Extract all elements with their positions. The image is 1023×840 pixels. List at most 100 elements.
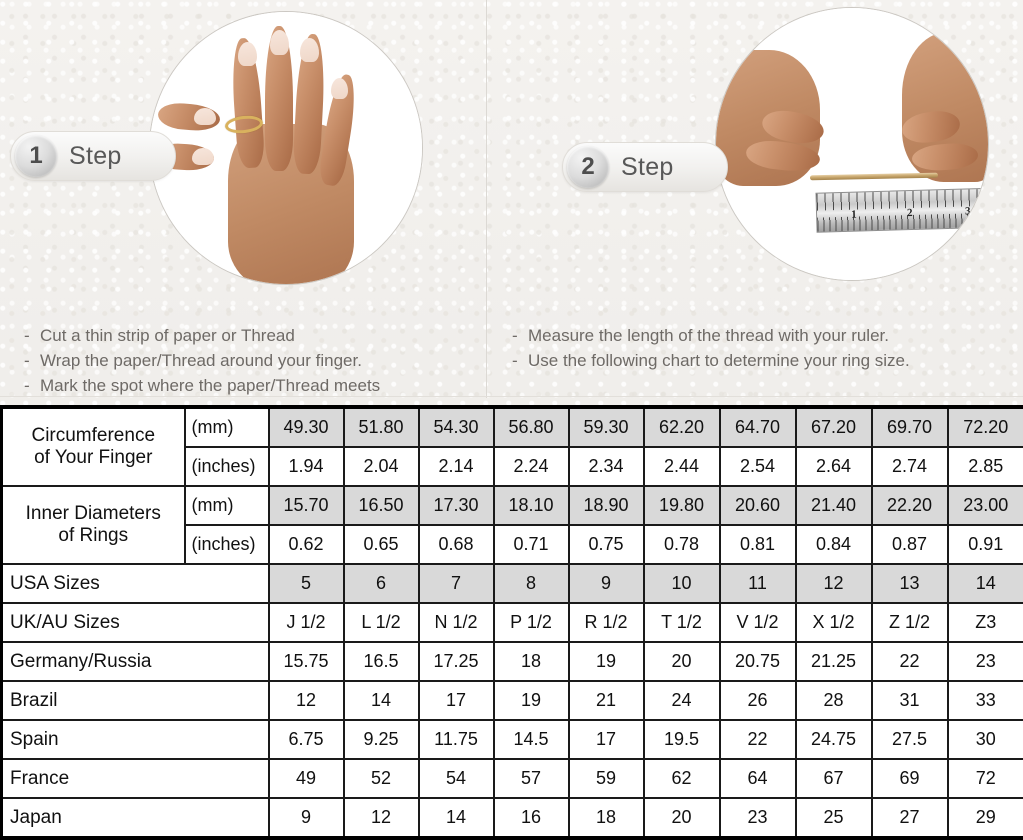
bullet-marker: - <box>512 348 528 373</box>
table-cell: X 1/2 <box>796 603 872 642</box>
bullet-marker: - <box>24 323 40 348</box>
table-cell: 24.75 <box>796 720 872 759</box>
row-label-france: France <box>2 759 269 798</box>
table-cell: 2.34 <box>569 447 644 486</box>
table-row: USA Sizes 5 6 7 8 9 10 11 12 13 14 <box>2 564 1023 603</box>
row-label-brazil: Brazil <box>2 681 269 720</box>
table-cell: 10 <box>644 564 720 603</box>
table-cell: J 1/2 <box>269 603 344 642</box>
table-cell: 16.50 <box>344 486 419 525</box>
table-cell: 22.20 <box>872 486 948 525</box>
metal-ruler: 1 2 3 <box>815 187 988 232</box>
table-cell: 2.74 <box>872 447 948 486</box>
table-cell: 22 <box>720 720 796 759</box>
ruler-mark-1: 1 <box>851 209 857 221</box>
instruction-item: - Measure the length of the thread with … <box>512 323 1017 348</box>
table-cell: 0.87 <box>872 525 948 564</box>
table-cell: 57 <box>494 759 569 798</box>
opposite-thumb-nail <box>194 108 216 125</box>
table-row: Spain 6.75 9.25 11.75 14.5 17 19.5 22 24… <box>2 720 1023 759</box>
table-cell: V 1/2 <box>720 603 796 642</box>
table-cell: 30 <box>948 720 1023 759</box>
ruler-illustration: 1 2 3 <box>716 8 988 280</box>
step-1-badge: 1 Step <box>10 131 176 181</box>
instruction-text: Mark the spot where the paper/Thread mee… <box>40 373 380 398</box>
table-cell: R 1/2 <box>569 603 644 642</box>
table-cell: 19 <box>569 642 644 681</box>
table-cell: 17 <box>569 720 644 759</box>
unit-cell: (inches) <box>185 525 269 564</box>
table-cell: 64 <box>720 759 796 798</box>
table-cell: 1.94 <box>269 447 344 486</box>
table-cell: 19 <box>494 681 569 720</box>
table-cell: 17.25 <box>419 642 494 681</box>
hand-with-thread-photo <box>150 12 422 284</box>
table-cell: 2.04 <box>344 447 419 486</box>
instruction-item: - Mark the spot where the paper/Thread m… <box>24 373 474 398</box>
table-cell: 28 <box>796 681 872 720</box>
ruler-mark-2: 2 <box>907 207 913 219</box>
table-cell: 2.64 <box>796 447 872 486</box>
table-cell: 21 <box>569 681 644 720</box>
table-cell: 14 <box>419 798 494 838</box>
table-cell: 2.14 <box>419 447 494 486</box>
table-row: France 49 52 54 57 59 62 64 67 69 72 <box>2 759 1023 798</box>
row-label-uk-au-sizes: UK/AU Sizes <box>2 603 269 642</box>
table-cell: 0.84 <box>796 525 872 564</box>
ruler-tick-marks-upper <box>817 188 988 211</box>
table-cell: 31 <box>872 681 948 720</box>
table-cell: 0.68 <box>419 525 494 564</box>
step-1-instruction-list: - Cut a thin strip of paper or Thread - … <box>24 323 474 398</box>
table-cell: 0.65 <box>344 525 419 564</box>
table-row: Brazil 12 14 17 19 21 24 26 28 31 33 <box>2 681 1023 720</box>
table-cell: 7 <box>419 564 494 603</box>
step-1-panel: 1 Step - Cut a thin strip of paper or Th… <box>0 0 486 404</box>
table-cell: 15.70 <box>269 486 344 525</box>
instructions-area: 1 Step - Cut a thin strip of paper or Th… <box>0 0 1023 404</box>
table-cell: 2.24 <box>494 447 569 486</box>
table-cell: 9 <box>569 564 644 603</box>
table-cell: 33 <box>948 681 1023 720</box>
table-cell: N 1/2 <box>419 603 494 642</box>
row-label-spain: Spain <box>2 720 269 759</box>
table-cell: 2.44 <box>644 447 720 486</box>
table-cell: 14.5 <box>494 720 569 759</box>
table-cell: 14 <box>344 681 419 720</box>
table-cell: 59 <box>569 759 644 798</box>
table-cell: P 1/2 <box>494 603 569 642</box>
index-fingernail <box>238 42 257 66</box>
table-cell: 49.30 <box>269 407 344 447</box>
unit-cell: (mm) <box>185 486 269 525</box>
table-cell: 9 <box>269 798 344 838</box>
table-cell: 0.91 <box>948 525 1023 564</box>
table-cell: 69 <box>872 759 948 798</box>
instruction-item: - Wrap the paper/Thread around your fing… <box>24 348 474 373</box>
instruction-item: - Cut a thin strip of paper or Thread <box>24 323 474 348</box>
row-group-label-circumference: Circumference of Your Finger <box>2 407 185 486</box>
table-cell: 59.30 <box>569 407 644 447</box>
bullet-marker: - <box>24 348 40 373</box>
table-cell: 67 <box>796 759 872 798</box>
table-cell: 20.60 <box>720 486 796 525</box>
table-cell: 27 <box>872 798 948 838</box>
table-cell: 6 <box>344 564 419 603</box>
table-cell: 13 <box>872 564 948 603</box>
instruction-text: Measure the length of the thread with yo… <box>528 323 889 348</box>
table-cell: 27.5 <box>872 720 948 759</box>
table-cell: 16 <box>494 798 569 838</box>
step-2-badge: 2 Step <box>562 142 728 192</box>
table-cell: 6.75 <box>269 720 344 759</box>
instruction-text: Cut a thin strip of paper or Thread <box>40 323 295 348</box>
table-cell: 23 <box>720 798 796 838</box>
ring-fingernail <box>300 38 319 62</box>
row-label-usa-sizes: USA Sizes <box>2 564 269 603</box>
table-cell: 0.81 <box>720 525 796 564</box>
table-cell: 16.5 <box>344 642 419 681</box>
bullet-marker: - <box>24 373 40 398</box>
table-cell: 12 <box>344 798 419 838</box>
table-cell: 25 <box>796 798 872 838</box>
table-cell: 54 <box>419 759 494 798</box>
table-cell: 9.25 <box>344 720 419 759</box>
opposite-finger-nail <box>192 148 214 165</box>
step-2-panel: 1 2 3 2 Step - Measure the length of the… <box>487 0 1023 404</box>
